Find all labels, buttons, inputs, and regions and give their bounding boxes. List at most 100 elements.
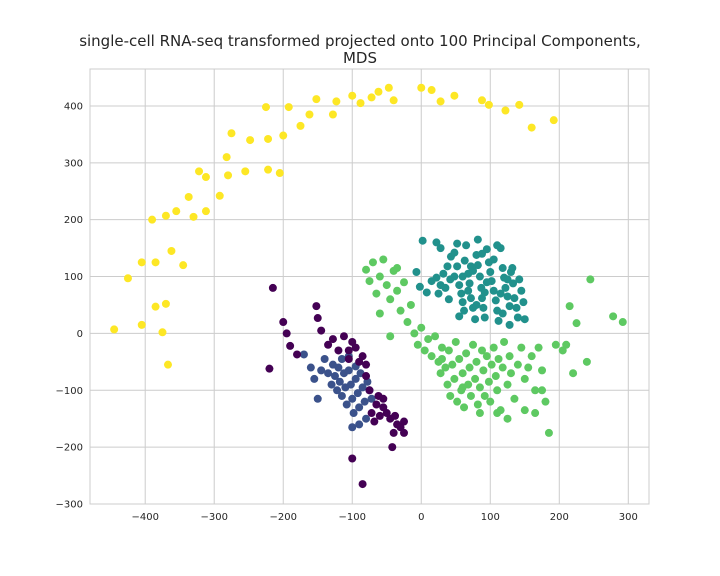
scatter-point (268, 283, 277, 292)
series-0 (110, 83, 558, 369)
scatter-point (348, 91, 357, 100)
scatter-point (436, 97, 445, 106)
scatter-point (417, 323, 426, 332)
scatter-point (609, 312, 618, 321)
scatter-point (486, 397, 495, 406)
scatter-point (337, 391, 346, 400)
scatter-point (503, 380, 512, 389)
scatter-point (241, 167, 250, 176)
scatter-point (432, 238, 441, 247)
scatter-point (453, 397, 462, 406)
scatter-point (562, 340, 571, 349)
scatter-point (406, 300, 415, 309)
scatter-point (462, 241, 471, 250)
scatter-point (420, 346, 429, 355)
scatter-point (358, 383, 367, 392)
scatter-point (279, 318, 288, 327)
scatter-point (110, 325, 119, 334)
scatter-point (427, 86, 436, 95)
scatter-point (460, 256, 469, 265)
scatter-point (482, 278, 491, 287)
scatter-point (494, 355, 503, 363)
scatter-point (317, 366, 326, 375)
scatter-point (465, 363, 474, 372)
scatter-point (450, 374, 459, 383)
scatter-point (455, 281, 464, 290)
scatter-point (503, 414, 512, 423)
scatter-point (161, 211, 170, 220)
scatter-point (432, 273, 441, 282)
scatter-point (396, 306, 405, 315)
y-tick-label: 100 (64, 272, 83, 283)
scatter-point (393, 264, 402, 273)
scatter-point (275, 169, 284, 178)
scatter-point (458, 369, 467, 378)
scatter-point (437, 355, 446, 363)
scatter-point (324, 369, 333, 378)
scatter-point (436, 369, 445, 378)
scatter-point (519, 298, 528, 307)
scatter-point (365, 277, 374, 286)
scatter-point (403, 318, 412, 327)
scatter-point (496, 289, 505, 298)
scatter-point (367, 394, 376, 403)
scatter-point (457, 289, 466, 298)
scatter-point (541, 397, 550, 406)
scatter-point (375, 411, 384, 420)
scatter-point (477, 96, 486, 105)
scatter-point (515, 100, 524, 109)
scatter-point (494, 316, 503, 325)
scatter-point (386, 295, 395, 304)
x-tick-label: 200 (550, 512, 569, 523)
scatter-point (333, 386, 342, 395)
scatter-point (444, 346, 453, 355)
scatter-point (489, 343, 498, 352)
scatter-point (431, 332, 440, 341)
scatter-point (400, 428, 409, 437)
scatter-point (375, 272, 384, 281)
scatter-point (389, 428, 398, 437)
scatter-point (415, 282, 424, 291)
scatter-point (466, 391, 475, 400)
scatter-point (374, 87, 383, 96)
scatter-point (367, 93, 376, 102)
scatter-point (151, 302, 160, 311)
scatter-point (379, 255, 388, 264)
scatter-point (313, 314, 322, 323)
scatter-point (451, 337, 460, 346)
scatter-point (464, 286, 473, 295)
scatter-point (201, 207, 210, 216)
plot-frame (89, 68, 650, 505)
scatter-point (453, 262, 462, 271)
scatter-point (531, 409, 540, 418)
scatter-point (339, 332, 348, 341)
x-tick-label: 0 (418, 512, 424, 523)
scatter-point (348, 394, 357, 403)
scatter-point (344, 355, 353, 363)
scatter-point (441, 363, 450, 372)
scatter-point (265, 364, 274, 373)
scatter-point (482, 352, 491, 361)
scatter-point (472, 300, 481, 309)
scatter-point (489, 286, 498, 295)
scatter-point (327, 380, 336, 389)
scatter-point (184, 192, 193, 201)
scatter-point (312, 302, 321, 311)
scatter-point (342, 400, 351, 409)
scatter-point (473, 261, 482, 270)
y-axis: −300 −200 −100 0 100 200 300 400 (56, 101, 83, 510)
scatter-point (246, 136, 255, 145)
scatter-point (512, 303, 521, 312)
scatter-point (382, 281, 391, 290)
y-tick-label: −300 (56, 500, 83, 511)
scatter-point (388, 443, 397, 452)
scatter-point (466, 294, 475, 303)
scatter-point (520, 374, 529, 383)
scatter-point (493, 409, 502, 418)
x-tick-label: 300 (619, 512, 638, 523)
x-tick-label: −300 (200, 512, 227, 523)
scatter-point (368, 258, 377, 267)
scatter-point (479, 303, 488, 312)
scatter-point (312, 95, 321, 104)
